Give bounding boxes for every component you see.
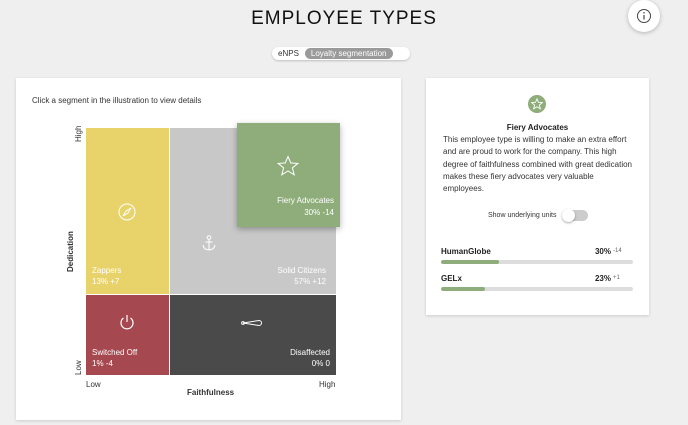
quadrant-switched-off-stats: 1% -4 [92, 359, 113, 368]
metric-name: GELx [441, 274, 462, 283]
segment-badge [528, 95, 546, 113]
anchor-icon [202, 235, 216, 251]
quadrant-disaffected[interactable]: Disaffected 0% 0 [170, 295, 336, 375]
chart-instruction: Click a segment in the illustration to v… [32, 96, 202, 105]
y-axis-low-label: Low [74, 360, 83, 375]
segment-title: Fiery Advocates [506, 123, 569, 132]
safety-pin-icon [241, 319, 262, 327]
toggle-loyalty-segmentation[interactable]: Loyalty segmentation [304, 48, 393, 59]
quadrant-disaffected-name: Disaffected [290, 348, 330, 357]
view-toggle: eNPS Loyalty segmentation [272, 47, 410, 60]
star-icon [531, 98, 543, 110]
metric-delta: +1 [613, 275, 620, 281]
metric-name: HumanGlobe [441, 247, 491, 256]
metric-bar-fill [441, 287, 486, 291]
quadrant-switched-off[interactable]: Switched Off 1% -4 [86, 295, 169, 375]
toggle-knob [561, 209, 575, 222]
y-axis-title: Dedication [66, 231, 75, 272]
y-axis-high-label: High [74, 125, 83, 142]
metric-bar [441, 287, 633, 291]
quadrant-zappers[interactable]: Zappers 13% +7 [86, 128, 169, 294]
metric-delta: -14 [613, 248, 622, 254]
x-axis-high-label: High [319, 380, 336, 389]
x-axis-title: Faithfulness [187, 388, 235, 397]
segmentation-chart-panel: Click a segment in the illustration to v… [16, 78, 401, 420]
info-icon [637, 9, 651, 23]
compass-icon [118, 203, 136, 221]
page-title: EMPLOYEE TYPES [251, 8, 437, 29]
quadrant-fiery-advocates[interactable]: Fiery Advocates 30% -14 [237, 123, 340, 227]
quadrant-zappers-name: Zappers [92, 266, 122, 275]
show-units-label: Show underlying units [488, 212, 557, 219]
quadrant-zappers-stats: 13% +7 [92, 277, 120, 286]
segment-description: This employee type is willing to make an… [443, 135, 633, 194]
quadrant-switched-off-name: Switched Off [92, 348, 138, 357]
show-units-toggle[interactable] [561, 209, 588, 222]
power-icon [120, 315, 134, 330]
quadrant-solid-citizens-name: Solid Citizens [277, 266, 326, 275]
show-units-row: Show underlying units [488, 209, 588, 222]
metric-percent: 23% [594, 274, 611, 283]
x-axis-low-label: Low [86, 380, 101, 389]
metric-bar [441, 260, 633, 264]
quadrant-fiery-advocates-stats: 30% -14 [304, 208, 334, 217]
segment-detail-panel: Fiery Advocates This employee type is wi… [426, 78, 649, 315]
quadrant-disaffected-stats: 0% 0 [311, 359, 330, 368]
star-icon [277, 155, 299, 176]
quadrant-solid-citizens-stats: 57% +12 [294, 277, 326, 286]
info-button[interactable] [628, 0, 660, 32]
quadrant-fiery-advocates-name: Fiery Advocates [277, 196, 334, 205]
toggle-enps[interactable]: eNPS [278, 49, 299, 58]
metric-percent: 30% [594, 247, 611, 256]
metric-bar-fill [441, 260, 499, 264]
